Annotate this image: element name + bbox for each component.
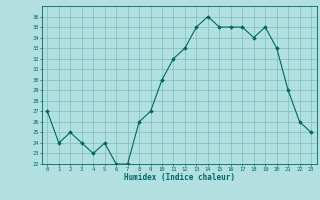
X-axis label: Humidex (Indice chaleur): Humidex (Indice chaleur) — [124, 173, 235, 182]
